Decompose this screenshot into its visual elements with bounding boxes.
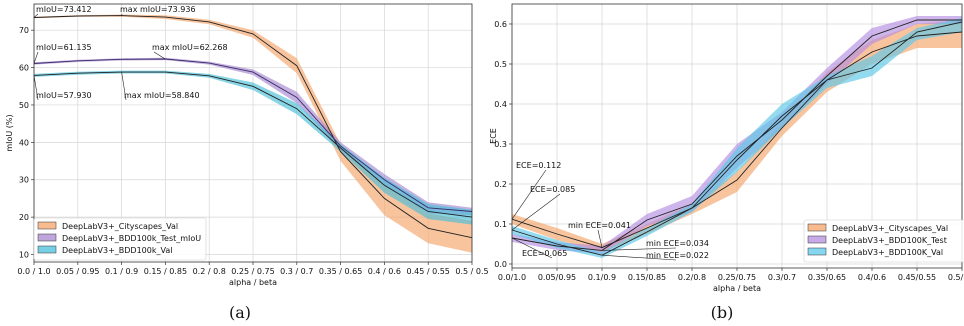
x-tick-label: 0.3 / 0.7 <box>280 267 313 276</box>
y-tick-label: 10 <box>19 251 29 260</box>
legend-label: DeepLabV3+_BDD100k_Test_mIoU <box>62 234 201 243</box>
legend-label: DeepLabV3+_BDD100K_Val <box>832 248 943 257</box>
chart-panel-a: 0.0 / 1.0 0.05 / 0.95 0.1 / 0.9 0.15 / 0.85… <box>5 3 489 322</box>
x-tick-label: 0.05/0.95 <box>538 273 576 282</box>
y-tick-label: 60 <box>19 64 29 73</box>
legend-swatch <box>37 233 57 242</box>
legend-box <box>803 219 964 263</box>
series-band-0 <box>34 14 472 253</box>
y-tick-label: 0.1 <box>494 220 507 229</box>
x-tick-label: 0.1/0.9 <box>588 273 616 282</box>
annotation-label: mIoU=57.930 <box>36 91 92 100</box>
x-tick-label: 0.1 / 0.9 <box>105 267 138 276</box>
chart-panel-b: 0.0/1.0 0.05/0.95 0.1/0.9 0.15/0.85 0.2/0.8 0… <box>489 3 964 322</box>
annotation-label: max mIoU=58.840 <box>124 91 200 100</box>
annotation-label: max mIoU=73.936 <box>120 5 196 14</box>
y-tick-label: 40 <box>19 138 29 147</box>
y-axis-label: ECE <box>489 128 498 144</box>
series-line-0 <box>511 31 963 249</box>
y-tick-label: 0.6 <box>494 20 507 29</box>
legend-swatch <box>807 247 827 256</box>
series-line-1 <box>33 58 473 212</box>
legend-label: DeepLabV3+_Cityscapes_Val <box>62 222 178 231</box>
annotation-arrow <box>511 169 547 220</box>
x-tick-label: 0.2/0.8 <box>678 273 706 282</box>
x-axis-label: alpha / beta <box>229 278 277 287</box>
y-tick-label: 0.0 <box>494 260 507 269</box>
x-tick-label: 0.0/1.0 <box>498 273 526 282</box>
annotation-arrow <box>33 51 39 64</box>
annotation-label: mIoU=61.135 <box>36 43 92 52</box>
x-tick-label: 0.5/0.5 <box>948 273 964 282</box>
y-tick-label: 30 <box>19 176 29 185</box>
y-tick-label: 20 <box>19 213 29 222</box>
x-tick-label: 0.3/0.7 <box>768 273 796 282</box>
annotation-arrow <box>601 247 677 251</box>
y-tick-label: 0.3 <box>494 140 507 149</box>
annotation-label: min ECE=0.034 <box>646 239 709 248</box>
series-band-2 <box>512 18 962 258</box>
legend-label: DeepLabV3+_BDD100K_Test <box>832 236 947 245</box>
series-band-2 <box>34 70 472 225</box>
y-tick-label: 50 <box>19 101 29 110</box>
legend-label: DeepLabV3+_Cityscapes_Val <box>832 224 948 233</box>
annotation-arrow <box>597 229 603 248</box>
series-line-1 <box>511 19 962 251</box>
annotation-label: ECE=0.065 <box>522 249 567 258</box>
annotation-arrow <box>33 13 39 18</box>
x-tick-label: 0.15 / 0.85 <box>144 267 187 276</box>
y-tick-label: 0.5 <box>494 60 507 69</box>
legend-label: DeepLabV3+_BDD100k_Val <box>62 246 172 255</box>
y-axis-label: mIoU (%) <box>5 114 14 151</box>
x-tick-label: 0.25/0.75 <box>718 273 756 282</box>
x-tick-label: 0.0 / 1.0 <box>17 267 50 276</box>
annotation-arrow <box>601 254 677 261</box>
annotation-arrow <box>511 193 561 231</box>
series-line-0 <box>33 15 473 239</box>
x-tick-label: 0.25 / 0.75 <box>231 267 274 276</box>
y-tick-label: 0.4 <box>494 100 507 109</box>
y-tick-label: 70 <box>19 26 29 35</box>
annotation-label: ECE=0.112 <box>516 161 561 170</box>
annotation-label: min ECE=0.022 <box>646 251 709 260</box>
panel-caption: (a) <box>229 303 251 322</box>
legend-swatch <box>807 235 827 244</box>
x-tick-label: 0.15/0.85 <box>628 273 666 282</box>
x-tick-label: 0.5 / 0.5 <box>455 267 488 276</box>
legend-swatch <box>37 221 57 230</box>
annotation-label: max mIoU=62.268 <box>152 43 228 52</box>
annotation-arrow <box>33 75 39 101</box>
x-tick-label: 0.45 / 0.55 <box>406 267 449 276</box>
legend-swatch <box>807 223 827 232</box>
legend-box <box>33 217 207 261</box>
annotation-label: ECE=0.085 <box>530 185 575 194</box>
x-tick-label: 0.05 / 0.95 <box>56 267 99 276</box>
x-tick-label: 0.4/0.6 <box>858 273 886 282</box>
series-line-2 <box>511 21 963 256</box>
annotation-label: min ECE=0.041 <box>568 221 631 230</box>
x-axis-label: alpha / beta <box>713 284 761 293</box>
y-tick-label: 0.2 <box>494 180 507 189</box>
x-tick-label: 0.35 / 0.65 <box>319 267 362 276</box>
series-line-2 <box>33 71 473 218</box>
x-tick-label: 0.45/0.55 <box>898 273 936 282</box>
legend-swatch <box>37 245 57 254</box>
x-tick-label: 0.2 / 0.8 <box>193 267 226 276</box>
annotation-label: mIoU=73.412 <box>36 5 92 14</box>
annotation-arrow <box>511 237 553 259</box>
x-tick-label: 0.35/0.65 <box>808 273 846 282</box>
panel-caption: (b) <box>711 303 734 322</box>
x-tick-label: 0.4 / 0.6 <box>368 267 401 276</box>
annotation-arrow <box>121 71 127 101</box>
annotation-arrow <box>153 51 166 60</box>
